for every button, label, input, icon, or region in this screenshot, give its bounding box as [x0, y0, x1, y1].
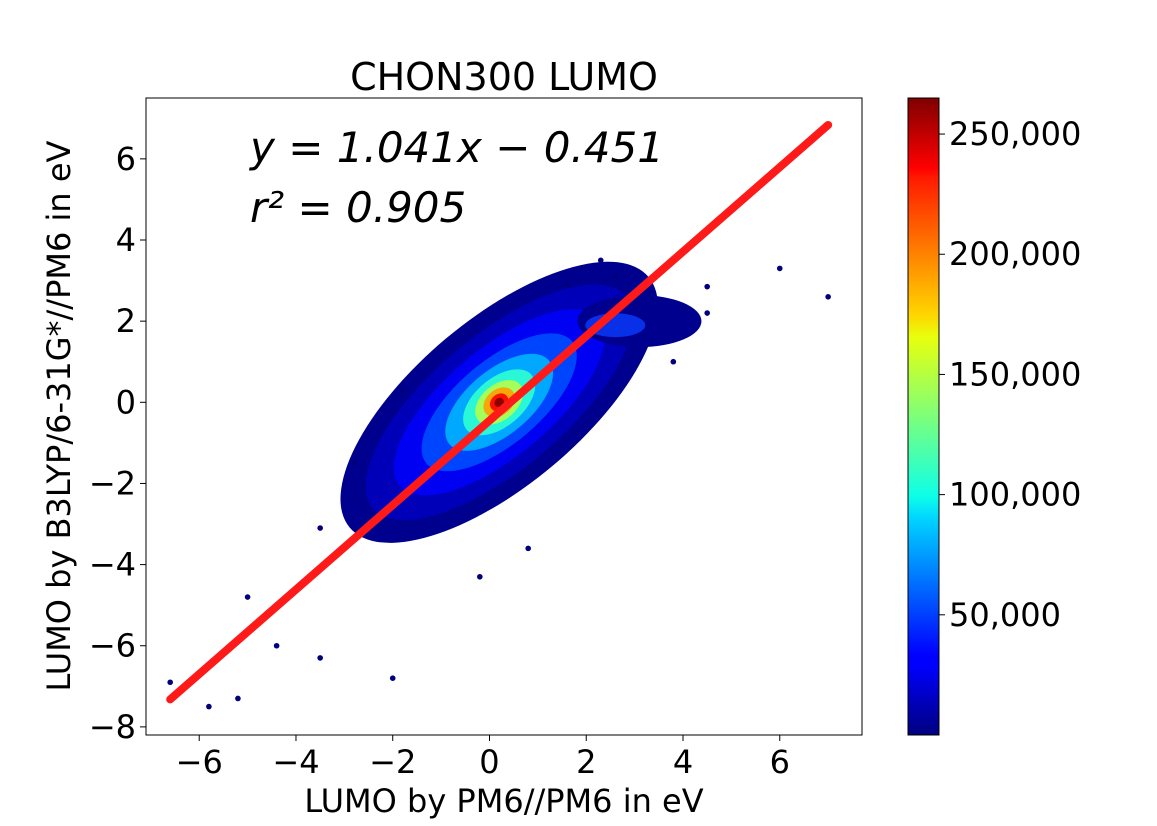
outlier-point	[317, 525, 323, 531]
y-axis-ticks: −8 −6 −4 −2 0 2 4 6	[89, 140, 146, 746]
outlier-point	[477, 573, 483, 580]
colorbar-tick-label: 150,000	[949, 355, 1081, 393]
y-tick-label: −2	[89, 464, 136, 502]
colorbar-ticks: 50,000 100,000 150,000 200,000 250,000	[939, 115, 1081, 634]
plot-frame	[145, 97, 863, 736]
outlier-point	[389, 675, 396, 681]
outlier-point	[273, 642, 280, 649]
outlier-point	[704, 310, 710, 316]
x-tick-label: −6	[176, 743, 223, 781]
x-tick-label: 2	[576, 743, 596, 781]
fit-line	[166, 120, 833, 704]
x-axis-label: LUMO by PM6//PM6 in eV	[304, 782, 703, 820]
colorbar-tick-label: 200,000	[949, 235, 1081, 273]
x-axis-ticks: −6 −4 −2 0 2 4 6	[176, 735, 790, 781]
y-tick-label: 4	[116, 221, 136, 259]
colorbar	[907, 97, 940, 736]
outlier-point	[167, 679, 173, 686]
x-tick-label: 4	[673, 743, 693, 781]
outlier-point	[235, 695, 241, 702]
y-tick-label: −8	[89, 708, 136, 746]
r-squared-annotation: r² = 0.905	[250, 183, 466, 232]
colorbar-tick-label: 100,000	[949, 476, 1081, 514]
outlier-point	[670, 358, 677, 365]
outlier-point	[525, 545, 531, 552]
y-axis-label: LUMO by B3LYP/6-31G*//PM6 in eV	[40, 140, 78, 691]
outlier-points	[167, 257, 831, 710]
density-level-9	[494, 397, 504, 407]
y-tick-label: 2	[116, 302, 136, 340]
x-tick-label: 0	[479, 743, 499, 781]
colorbar-tick-label: 50,000	[949, 596, 1061, 634]
outlier-point	[825, 294, 831, 300]
outlier-point	[351, 460, 357, 466]
y-tick-label: −6	[89, 627, 136, 665]
y-tick-label: 6	[116, 140, 136, 178]
outlier-point	[612, 273, 619, 280]
equation-annotation: y = 1.041x − 0.451	[248, 123, 664, 172]
x-tick-label: −4	[272, 743, 319, 781]
fit-line-layer	[166, 120, 833, 704]
density-cloud	[340, 261, 702, 543]
outlier-point	[206, 703, 212, 710]
outlier-point	[597, 257, 604, 264]
x-tick-label: 6	[770, 743, 790, 781]
chart-title: CHON300 LUMO	[350, 55, 658, 99]
outlier-point	[399, 387, 406, 393]
x-tick-label: −2	[369, 743, 416, 781]
outlier-point	[564, 281, 570, 288]
y-tick-label: −4	[89, 546, 136, 584]
outlier-point	[776, 265, 783, 272]
y-tick-label: 0	[116, 383, 136, 421]
outlier-point	[704, 283, 710, 290]
colorbar-tick-label: 250,000	[949, 115, 1081, 153]
outlier-point	[317, 655, 323, 661]
outlier-point	[244, 594, 251, 600]
